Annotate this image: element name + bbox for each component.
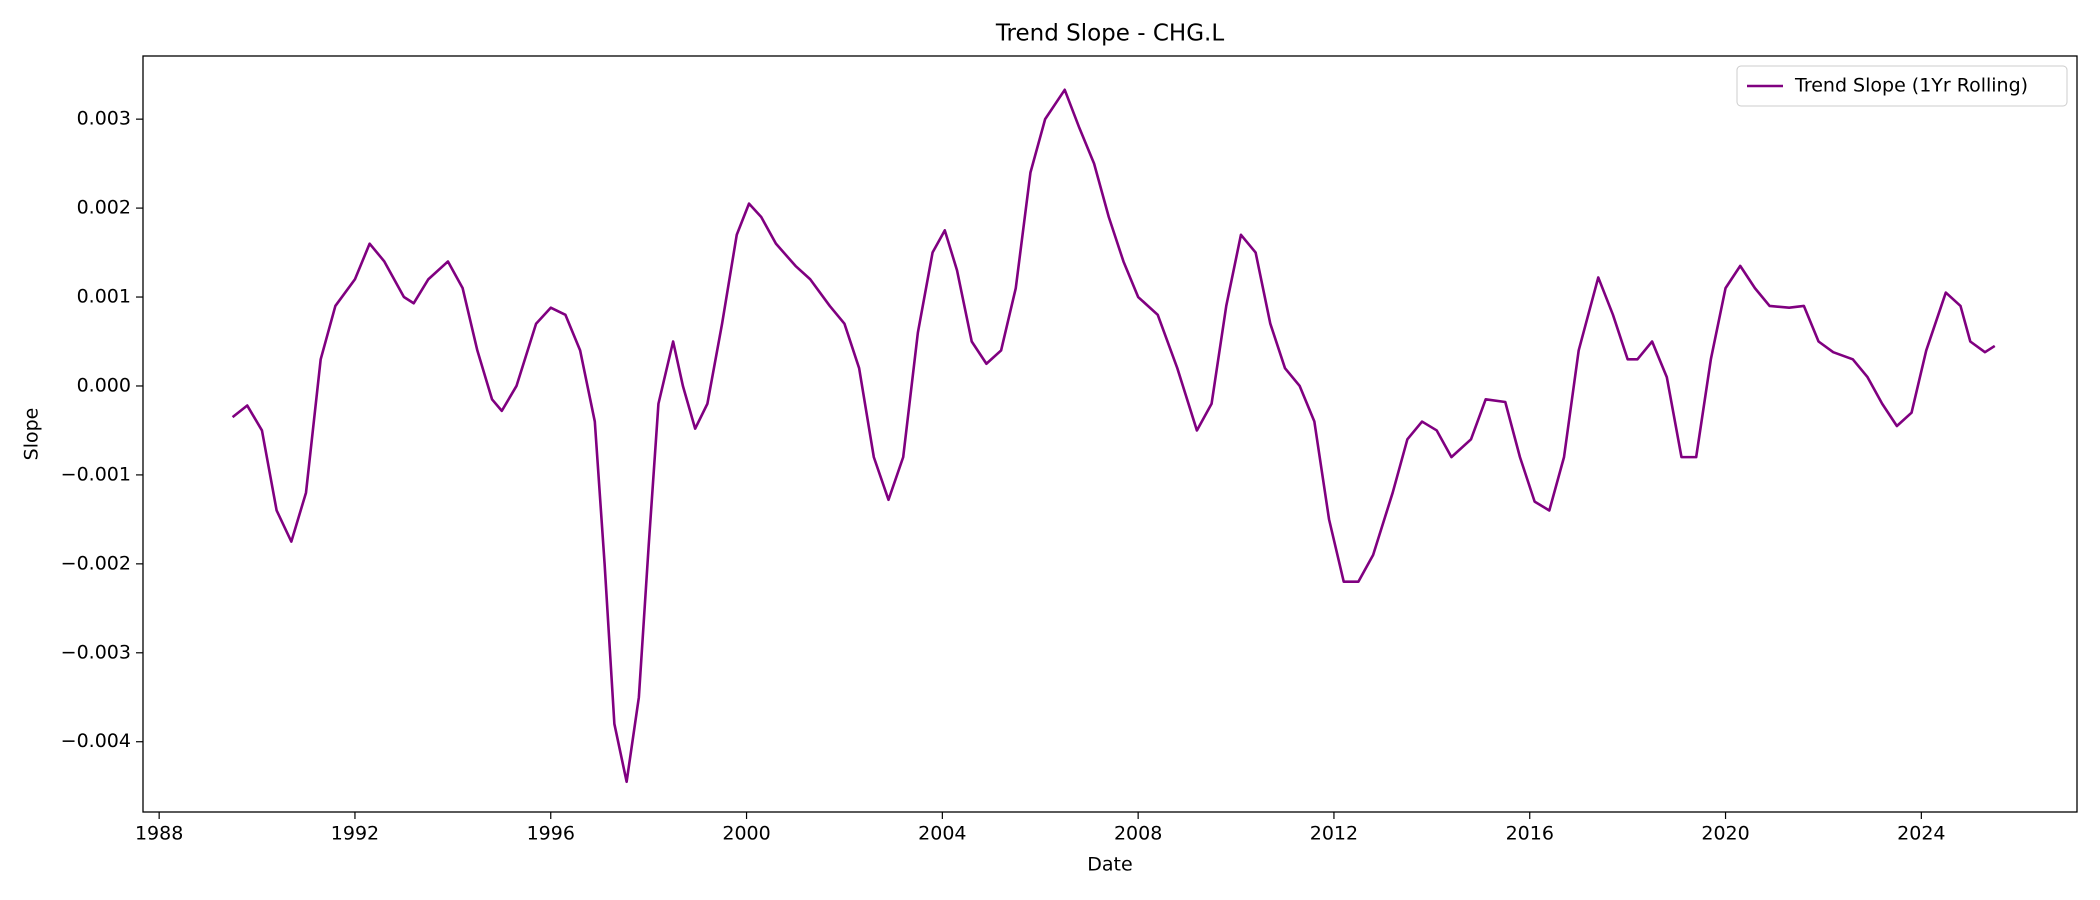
legend-label: Trend Slope (1Yr Rolling) <box>1794 75 2028 97</box>
x-tick-label: 2000 <box>722 823 770 845</box>
y-tick-label: 0.000 <box>77 374 131 396</box>
y-tick-label: −0.004 <box>61 730 131 752</box>
x-tick-label: 2012 <box>1310 823 1358 845</box>
y-axis-label: Slope <box>21 408 43 461</box>
y-tick-label: −0.001 <box>61 463 131 485</box>
x-tick-label: 2008 <box>1114 823 1162 845</box>
legend-box <box>1736 65 2068 107</box>
plot-frame <box>142 55 2078 813</box>
x-tick-label: 2004 <box>918 823 966 845</box>
x-tick-label: 1996 <box>527 823 575 845</box>
y-tick-label: −0.002 <box>61 552 131 574</box>
y-tick-label: 0.001 <box>77 286 131 308</box>
x-tick-label: 2016 <box>1506 823 1554 845</box>
x-tick-label: 1988 <box>135 823 183 845</box>
chart-title: Trend Slope - CHG.L <box>995 21 1224 47</box>
y-tick-label: −0.003 <box>61 641 131 663</box>
x-axis-label: Date <box>1087 854 1132 876</box>
x-tick-label: 2020 <box>1701 823 1749 845</box>
y-tick-label: 0.003 <box>77 108 131 130</box>
data-line <box>231 88 1996 784</box>
y-tick-label: 0.002 <box>77 197 131 219</box>
x-tick-label: 2024 <box>1897 823 1945 845</box>
x-tick-label: 1992 <box>331 823 379 845</box>
